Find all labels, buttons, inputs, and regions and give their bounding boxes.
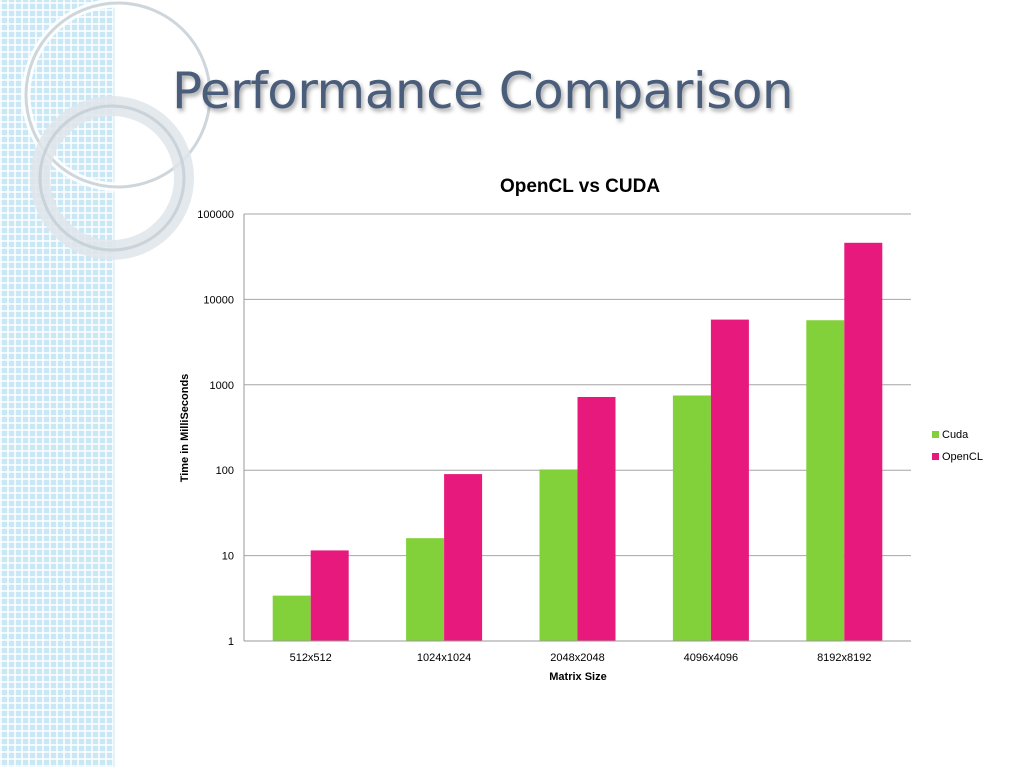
bar-cuda-4096x4096	[672, 395, 711, 641]
y-tick-label: 1	[228, 636, 234, 648]
legend-label-opencl: OpenCL	[942, 451, 983, 463]
legend-swatch-cuda	[932, 431, 939, 438]
bar-opencl-2048x2048	[577, 396, 616, 641]
legend-swatch-opencl	[932, 453, 939, 460]
x-tick-labels: 512x512 1024x1024 2048x2048 4096x4096 8192x8…	[290, 652, 872, 664]
x-tick-label: 8192x8192	[817, 652, 871, 664]
bar-cuda-2048x2048	[539, 469, 578, 641]
bar-opencl-1024x1024	[444, 474, 483, 641]
bar-cuda-512x512	[272, 595, 311, 641]
y-tick-label: 100000	[197, 209, 234, 221]
decorative-rings	[21, 0, 215, 260]
chart-title: OpenCL vs CUDA	[500, 176, 660, 197]
y-tick-label: 10000	[203, 294, 234, 306]
legend: Cuda OpenCL	[932, 429, 983, 463]
y-tick-label: 100	[216, 465, 234, 477]
y-tick-label: 1000	[210, 380, 234, 392]
legend-label-cuda: Cuda	[942, 429, 969, 441]
bars	[272, 242, 883, 641]
bar-opencl-4096x4096	[710, 319, 749, 641]
x-tick-label: 1024x1024	[417, 652, 471, 664]
x-tick-label: 512x512	[290, 652, 332, 664]
x-axis-label: Matrix Size	[549, 671, 606, 683]
bar-cuda-8192x8192	[806, 320, 845, 641]
x-tick-label: 2048x2048	[550, 652, 604, 664]
bar-cuda-1024x1024	[406, 538, 445, 641]
slide-title: Performance Comparison	[172, 62, 794, 120]
bar-opencl-512x512	[310, 550, 349, 641]
bar-opencl-8192x8192	[844, 242, 883, 641]
y-axis-label: Time in MilliSeconds	[179, 374, 191, 483]
y-tick-label: 10	[222, 551, 234, 563]
x-tick-label: 4096x4096	[684, 652, 738, 664]
y-tick-labels: 1 10 100 1000 10000 100000	[197, 209, 234, 648]
